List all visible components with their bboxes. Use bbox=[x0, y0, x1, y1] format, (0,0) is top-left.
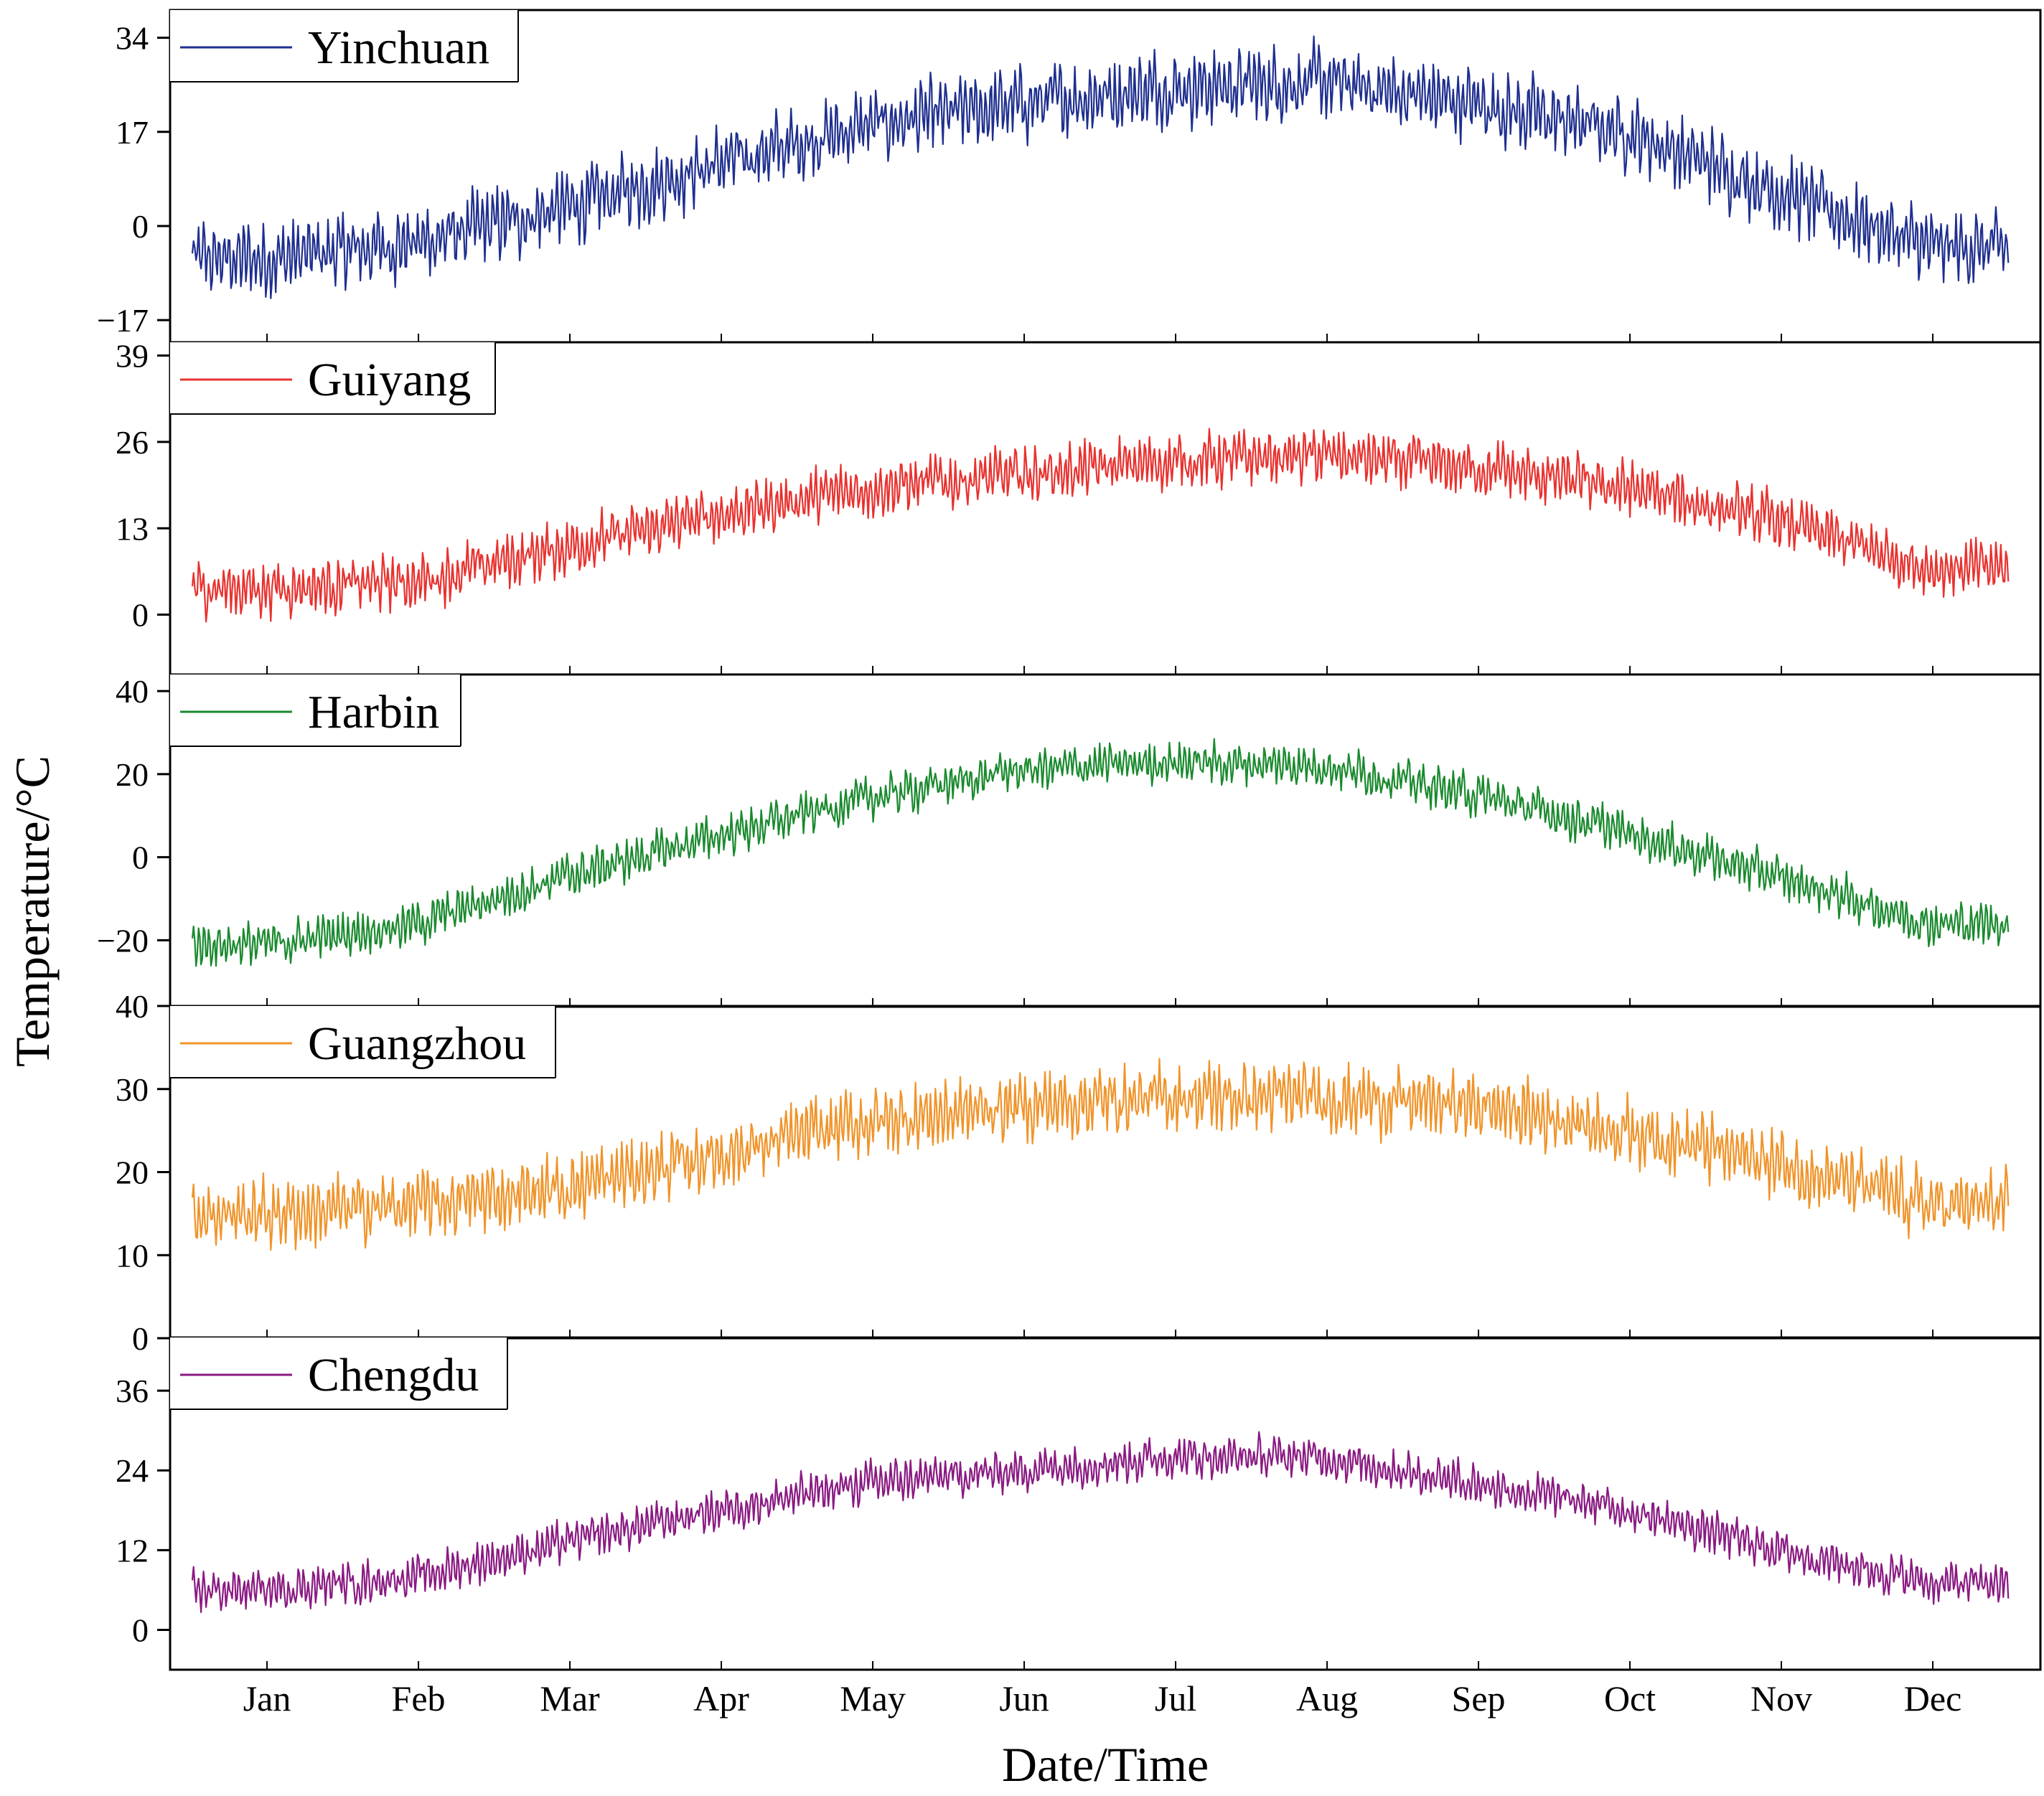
y-tick-label: 12 bbox=[116, 1532, 149, 1569]
x-axis: Jan Feb Mar Apr May Jun Jul Aug Sep Oct Nov Dec bbox=[243, 1678, 1962, 1719]
y-tick-label: 10 bbox=[116, 1237, 149, 1274]
y-tick-label: 34 bbox=[116, 20, 149, 57]
y-tick-label: 36 bbox=[116, 1373, 149, 1409]
x-tick-label: Feb bbox=[392, 1678, 446, 1719]
y-tick-label: 0 bbox=[132, 208, 149, 245]
legend-background bbox=[170, 10, 518, 82]
y-tick-label: 20 bbox=[116, 1155, 149, 1191]
x-tick-label: Dec bbox=[1904, 1678, 1962, 1719]
x-tick-label: Jun bbox=[999, 1678, 1049, 1719]
panel-harbin: 40 20 0 −20 Harbin bbox=[97, 673, 2042, 1008]
x-tick-label: Nov bbox=[1750, 1678, 1812, 1719]
legend-background bbox=[170, 674, 461, 746]
panel-yinchuan: 34 17 0 −17 Yinchuan bbox=[97, 9, 2042, 344]
y-tick-label: 30 bbox=[116, 1071, 149, 1108]
panel-chengdu: 36 24 12 0 Chengdu bbox=[116, 1336, 2042, 1671]
y-tick-label: −20 bbox=[97, 922, 149, 959]
y-tick-label: 0 bbox=[132, 597, 149, 634]
x-tick-label: Aug bbox=[1296, 1678, 1358, 1719]
x-tick-label: Sep bbox=[1452, 1678, 1506, 1719]
panel-guangzhou: 40 30 20 10 0 Guangzhou bbox=[116, 988, 2042, 1357]
y-tick-label: 26 bbox=[116, 424, 149, 461]
x-tick-label: Jul bbox=[1155, 1678, 1196, 1719]
legend-background bbox=[170, 1337, 507, 1409]
y-tick-label: 20 bbox=[116, 756, 149, 793]
legend-label: Chengdu bbox=[308, 1349, 479, 1401]
y-tick-label: 0 bbox=[132, 840, 149, 876]
y-tick-label: −17 bbox=[97, 302, 149, 339]
legend-label: Harbin bbox=[308, 686, 439, 738]
x-axis-title: Date/Time bbox=[1002, 1737, 1209, 1792]
y-tick-label: 40 bbox=[116, 988, 149, 1025]
y-tick-label: 40 bbox=[116, 673, 149, 710]
y-tick-label: 0 bbox=[132, 1320, 149, 1357]
series-line-harbin bbox=[191, 738, 2010, 967]
legend-background bbox=[170, 342, 495, 414]
y-axis-title: Temperature/°C bbox=[5, 756, 60, 1067]
legend-label: Guiyang bbox=[308, 354, 471, 406]
legend-label: Guangzhou bbox=[308, 1017, 526, 1070]
x-tick-label: May bbox=[840, 1678, 906, 1719]
x-tick-label: Mar bbox=[540, 1678, 600, 1719]
legend-label: Yinchuan bbox=[308, 22, 489, 74]
y-tick-label: 17 bbox=[116, 114, 149, 151]
panel-guiyang: 39 26 13 0 Guiyang bbox=[116, 338, 2042, 676]
y-tick-label: 24 bbox=[116, 1452, 149, 1489]
chart-panels: 34 17 0 −17 Yinchuan 39 26 13 0 Guiyang 40 20 0 −20 Ha… bbox=[97, 9, 2042, 1671]
x-tick-label: Apr bbox=[693, 1678, 749, 1719]
y-tick-label: 13 bbox=[116, 510, 149, 547]
series-line-guiyang bbox=[191, 428, 2010, 623]
panel-frame bbox=[169, 1336, 2042, 1671]
y-tick-label: 0 bbox=[132, 1612, 149, 1648]
series-line-yinchuan bbox=[191, 35, 2010, 299]
legend-background bbox=[170, 1006, 555, 1078]
series-line-chengdu bbox=[191, 1431, 2010, 1613]
series-line-guangzhou bbox=[191, 1058, 2010, 1251]
x-tick-label: Jan bbox=[243, 1678, 291, 1719]
y-tick-label: 39 bbox=[116, 338, 149, 375]
x-tick-label: Oct bbox=[1604, 1678, 1656, 1719]
